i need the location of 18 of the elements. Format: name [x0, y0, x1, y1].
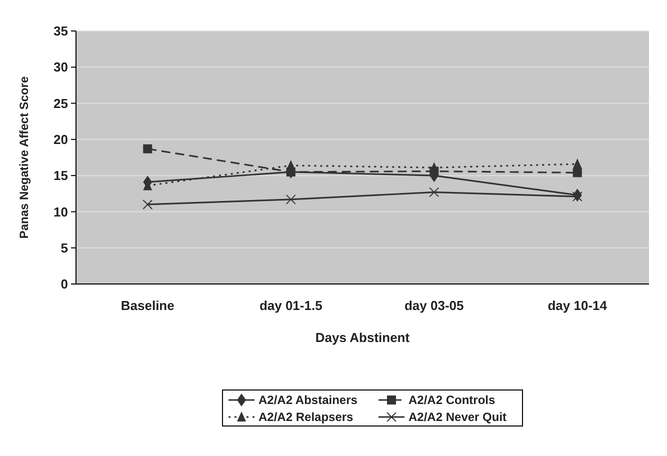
y-tick-label: 30	[54, 60, 68, 75]
x-tick-label: day 03-05	[404, 298, 464, 313]
y-tick-label: 0	[60, 276, 68, 292]
y-tick-label: 10	[54, 204, 68, 220]
legend-label: A2/A2 Relapsers	[258, 410, 354, 424]
y-axis-title: Panas Negative Affect Score	[17, 76, 31, 239]
y-tick-label: 15	[54, 168, 68, 184]
legend-label: A2/A2 Never Quit	[408, 410, 507, 424]
x-axis-title: Days Abstinent	[315, 330, 410, 345]
y-tick-label: 5	[60, 240, 68, 256]
x-tick-label: Baseline	[120, 298, 174, 313]
x-tick-label: day 01-1.5	[259, 298, 322, 313]
legend-label: A2/A2 Abstainers	[258, 393, 358, 408]
x-tick-label: day 10-14	[548, 298, 608, 313]
y-tick-label: 20	[54, 132, 68, 147]
y-tick-label: 25	[54, 96, 68, 111]
y-tick-label: 35	[54, 24, 68, 39]
legend-label: A2/A2 Controls	[408, 393, 496, 408]
